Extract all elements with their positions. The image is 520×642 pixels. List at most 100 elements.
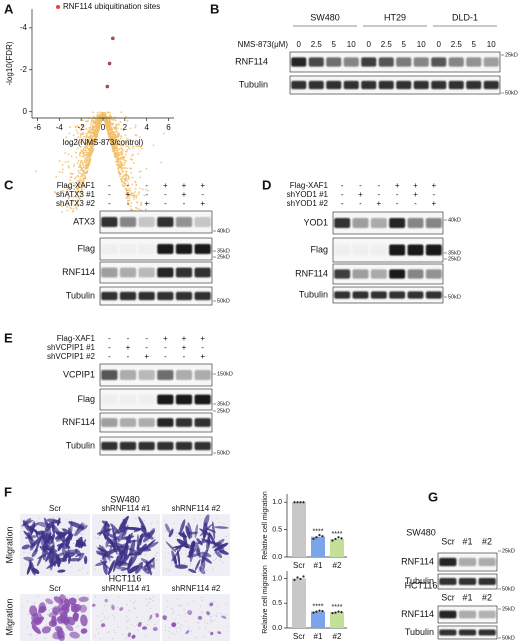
background-point [67, 153, 70, 156]
cell [79, 604, 88, 613]
pore [58, 568, 60, 570]
cell [165, 523, 171, 533]
condition-sign: + [395, 181, 400, 190]
background-point [78, 165, 81, 167]
band [478, 578, 496, 585]
cell [120, 567, 130, 572]
band [175, 216, 193, 228]
background-point [88, 143, 91, 146]
pore [37, 634, 39, 636]
pore [218, 521, 220, 523]
row-label: Tubulin [66, 290, 95, 300]
pore [74, 530, 76, 532]
cell [23, 556, 34, 562]
pore [126, 604, 128, 606]
pore [206, 623, 208, 625]
band [352, 291, 369, 299]
background-point [120, 168, 123, 171]
legend-marker [56, 5, 60, 9]
pore [95, 546, 97, 548]
background-point [79, 140, 82, 143]
background-point [70, 155, 73, 158]
pore [179, 604, 181, 606]
pore [168, 552, 170, 554]
background-point [136, 201, 139, 204]
band [101, 369, 118, 381]
background-point [75, 208, 78, 210]
background-point [86, 167, 89, 169]
condition-sign: - [108, 343, 111, 352]
background-point [136, 145, 139, 147]
pore [99, 637, 101, 639]
band [101, 418, 118, 427]
background-point [67, 185, 70, 187]
panel-label: F [4, 484, 12, 499]
background-point [116, 158, 119, 161]
background-point [73, 163, 76, 166]
cell [69, 631, 80, 639]
background-point [81, 185, 84, 188]
background-point [91, 137, 94, 140]
pore [47, 613, 49, 615]
pore [214, 619, 216, 621]
background-point [80, 183, 83, 186]
pore [204, 621, 206, 623]
pore [36, 638, 38, 640]
background-point [79, 160, 82, 163]
background-point [126, 174, 128, 176]
replicate-point [337, 610, 340, 613]
background-point [117, 158, 120, 161]
background-point [106, 124, 108, 127]
x-tick-label: 2 [123, 123, 128, 132]
condition-sign: + [200, 181, 205, 190]
condition-sign: + [431, 199, 436, 208]
pore [118, 596, 120, 598]
pore [215, 558, 217, 560]
pore [216, 612, 218, 614]
cell [172, 545, 185, 549]
condition-sign: + [126, 190, 131, 199]
pore [38, 596, 40, 598]
background-point [118, 143, 121, 146]
marker-label: 25kD [217, 408, 230, 414]
condition-sign: - [127, 199, 130, 208]
background-point [122, 185, 125, 188]
background-point [119, 144, 122, 147]
background-point [92, 122, 95, 125]
background-point [121, 155, 124, 158]
background-point [67, 165, 70, 168]
background-point [89, 146, 92, 149]
background-point [123, 178, 126, 180]
pore [48, 610, 50, 612]
dose-label: 10 [417, 40, 426, 49]
cell [101, 623, 106, 628]
pore [173, 532, 175, 534]
pore [51, 608, 53, 610]
condition-sign: - [183, 199, 186, 208]
background-point [58, 160, 61, 162]
panel-label: C [4, 177, 14, 192]
condition-sign: - [145, 343, 148, 352]
background-point [71, 210, 74, 212]
background-point [88, 150, 91, 152]
background-point [121, 171, 124, 173]
background-point [91, 117, 94, 120]
pore [184, 531, 186, 533]
background-point [122, 129, 125, 132]
cell [50, 531, 55, 544]
row-label: Tubulin [299, 289, 328, 299]
cell [53, 596, 64, 605]
background-point [81, 155, 84, 158]
cell [45, 598, 54, 605]
cell-line-label: SW480 [110, 494, 140, 504]
background-point [81, 168, 84, 171]
x-tick-label: #2 [333, 632, 342, 641]
cell [179, 519, 186, 535]
band [101, 244, 117, 254]
background-point [88, 141, 91, 144]
background-point [100, 118, 103, 121]
background-point [119, 173, 121, 176]
x-tick-label: Scr [293, 632, 305, 641]
cell [51, 615, 57, 626]
